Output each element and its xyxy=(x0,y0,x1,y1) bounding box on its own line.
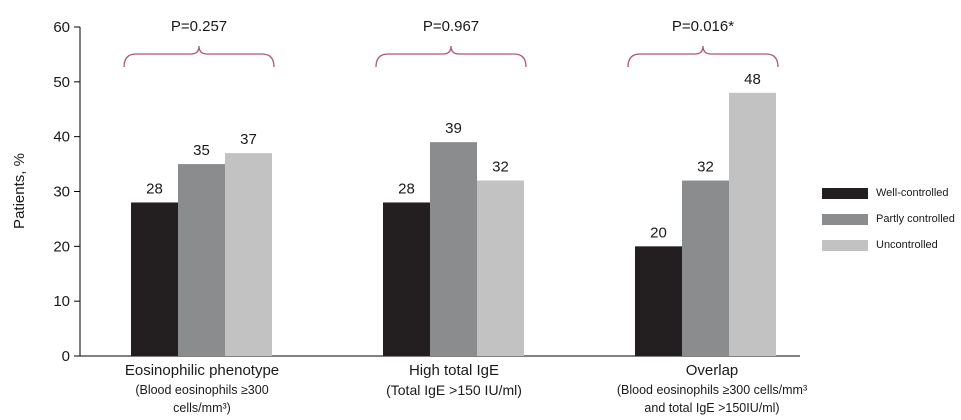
category-title: Overlap xyxy=(685,362,739,379)
y-axis-title: Patients, % xyxy=(11,153,28,229)
category-title: High total IgE xyxy=(408,362,500,379)
data-label-eosinophilic-phenotype-uncontrolled: 37 xyxy=(240,131,257,148)
legend-label-uncontrolled: Uncontrolled xyxy=(876,239,938,251)
data-label-high-total-ige-uncontrolled: 32 xyxy=(492,159,509,176)
y-tick-label: 60 xyxy=(53,19,70,36)
data-label-eosinophilic-phenotype-partly-controlled: 35 xyxy=(193,142,210,159)
bar-high-total-ige-uncontrolled xyxy=(477,180,524,356)
bar-overlap-uncontrolled xyxy=(729,92,776,357)
category-title: Eosinophilic phenotype xyxy=(124,362,280,379)
legend-swatch-well-controlled xyxy=(822,187,868,199)
legend-label-well-controlled: Well-controlled xyxy=(876,187,949,199)
p-value-label: P=0.967 xyxy=(423,18,479,35)
bar-high-total-ige-well-controlled xyxy=(383,202,430,356)
data-label-overlap-partly-controlled: 32 xyxy=(697,159,714,176)
legend: Well-controlled Partly controlled Uncont… xyxy=(822,180,955,258)
significance-bracket xyxy=(123,45,275,68)
legend-label-partly-controlled: Partly controlled xyxy=(876,213,955,225)
y-tick-label: 10 xyxy=(53,293,70,310)
bar-overlap-partly-controlled xyxy=(682,180,729,356)
category-subtitle-line: (Blood eosinophils ≥300 cells/mm³ xyxy=(616,383,808,397)
category-subtitle-line: and total IgE >150IU/ml) xyxy=(644,401,780,415)
bar-high-total-ige-partly-controlled xyxy=(430,142,477,356)
p-value-label: P=0.257 xyxy=(171,18,227,35)
y-tick-label: 30 xyxy=(53,184,70,201)
y-tick-label: 0 xyxy=(62,348,70,365)
data-label-high-total-ige-partly-controlled: 39 xyxy=(445,120,462,137)
bar-eosinophilic-phenotype-uncontrolled xyxy=(225,153,272,356)
significance-bracket xyxy=(375,45,527,68)
legend-swatch-uncontrolled xyxy=(822,239,868,251)
y-tick-label: 40 xyxy=(53,129,70,146)
bar-eosinophilic-phenotype-well-controlled xyxy=(131,202,178,356)
y-tick-label: 50 xyxy=(53,74,70,91)
significance-bracket xyxy=(627,45,779,68)
bar-eosinophilic-phenotype-partly-controlled xyxy=(178,164,225,356)
data-label-overlap-uncontrolled: 48 xyxy=(744,71,761,88)
data-label-overlap-well-controlled: 20 xyxy=(650,224,667,241)
category-subtitle-line: (Total IgE >150 IU/ml) xyxy=(386,382,522,398)
category-subtitle-line: cells/mm³) xyxy=(173,401,231,415)
legend-item-well-controlled: Well-controlled xyxy=(822,180,955,206)
legend-item-partly-controlled: Partly controlled xyxy=(822,206,955,232)
p-value-label: P=0.016* xyxy=(672,18,734,35)
legend-swatch-partly-controlled xyxy=(822,213,868,225)
category-subtitle-line: (Blood eosinophils ≥300 xyxy=(135,383,269,397)
legend-item-uncontrolled: Uncontrolled xyxy=(822,232,955,258)
bar-overlap-well-controlled xyxy=(635,246,682,356)
data-label-high-total-ige-well-controlled: 28 xyxy=(398,180,415,197)
y-tick-label: 20 xyxy=(53,238,70,255)
data-label-eosinophilic-phenotype-well-controlled: 28 xyxy=(146,180,163,197)
